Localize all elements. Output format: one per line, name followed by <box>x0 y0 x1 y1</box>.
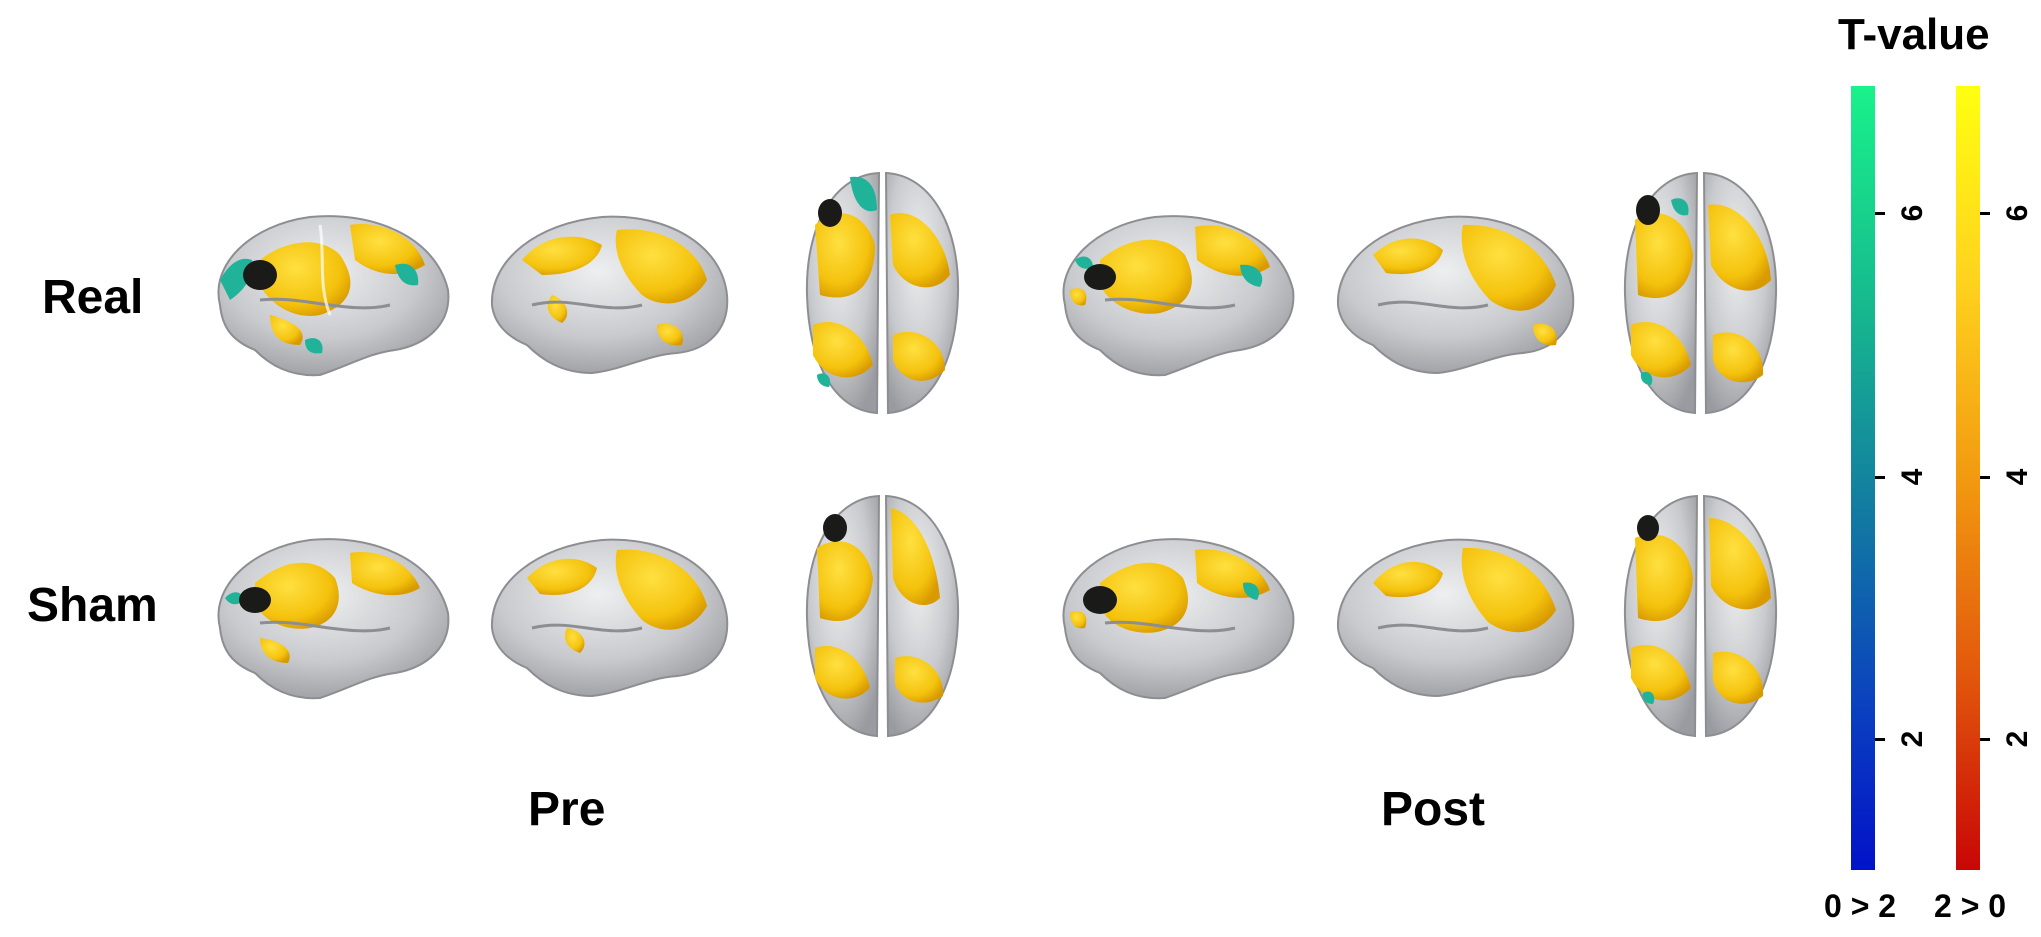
row-label-real: Real <box>42 271 144 324</box>
colorbar-hot-tick-label: 2 <box>2001 730 2034 748</box>
colorbar-hot-tick-label: 6 <box>2001 204 2034 222</box>
brain-real-post-lateral-left <box>1062 215 1295 377</box>
brain-sham-pre-lateral-left <box>217 538 450 700</box>
brain-sham-pre-dorsal <box>805 494 960 738</box>
brain-real-pre-lateral-left <box>217 215 450 377</box>
colorbar-hot-tick <box>1980 476 1990 479</box>
brain-sham-pre-medial-left <box>490 538 729 698</box>
brain-real-pre-medial-left <box>490 215 729 375</box>
row-label-sham: Sham <box>27 579 158 632</box>
colorbar-cool-caption: 0 > 2 <box>1824 888 1897 924</box>
colorbar-cool-tick-label: 6 <box>1896 204 1929 222</box>
colorbar-cool-tick-label: 4 <box>1896 468 1929 486</box>
colorbar-hot-caption: 2 > 0 <box>1934 888 2007 924</box>
brain-sham-post-medial-left <box>1336 538 1575 698</box>
colorbar-hot-tick <box>1980 738 1990 741</box>
colorbar-hot-tick <box>1980 212 1990 215</box>
colorbar-hot-tick-label: 4 <box>2001 468 2034 486</box>
colorbar-hot <box>1956 86 1980 870</box>
brain-sham-post-lateral-left <box>1062 538 1295 700</box>
brain-sham-post-dorsal <box>1623 494 1778 738</box>
colorbar-cool-tick-label: 2 <box>1896 730 1929 748</box>
brain-real-pre-dorsal <box>805 171 960 415</box>
colorbar-title: T-value <box>1838 10 1990 59</box>
colorbar-cool-tick <box>1875 738 1885 741</box>
colorbar-cool-tick <box>1875 212 1885 215</box>
colorbar-cool <box>1851 86 1875 870</box>
brain-real-post-dorsal <box>1623 171 1778 415</box>
brain-real-post-medial-left <box>1336 215 1575 375</box>
column-label-pre: Pre <box>528 783 606 836</box>
colorbar-cool-tick <box>1875 476 1885 479</box>
column-label-post: Post <box>1381 783 1486 836</box>
